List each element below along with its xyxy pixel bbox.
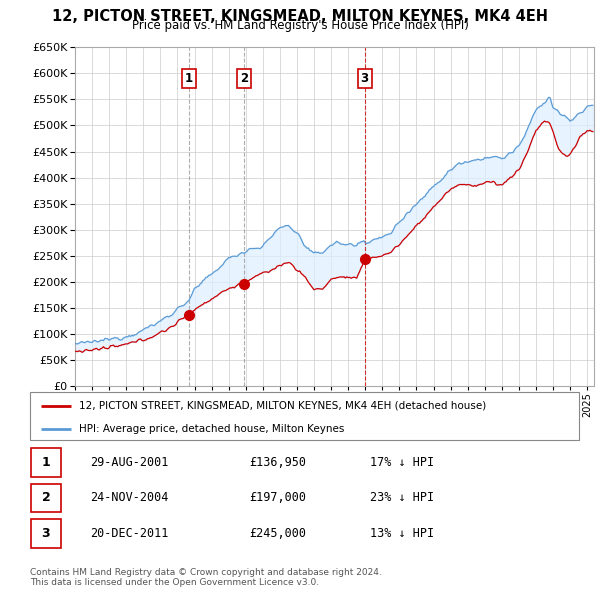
Text: 3: 3 <box>41 527 50 540</box>
Text: 2: 2 <box>240 72 248 85</box>
Text: 1: 1 <box>41 456 50 469</box>
Text: Price paid vs. HM Land Registry's House Price Index (HPI): Price paid vs. HM Land Registry's House … <box>131 19 469 32</box>
Text: 13% ↓ HPI: 13% ↓ HPI <box>370 527 434 540</box>
FancyBboxPatch shape <box>31 448 61 477</box>
Text: 12, PICTON STREET, KINGSMEAD, MILTON KEYNES, MK4 4EH: 12, PICTON STREET, KINGSMEAD, MILTON KEY… <box>52 9 548 24</box>
Text: 23% ↓ HPI: 23% ↓ HPI <box>370 491 434 504</box>
FancyBboxPatch shape <box>30 392 579 440</box>
Text: 2: 2 <box>41 491 50 504</box>
Text: 20-DEC-2011: 20-DEC-2011 <box>91 527 169 540</box>
Text: 24-NOV-2004: 24-NOV-2004 <box>91 491 169 504</box>
FancyBboxPatch shape <box>31 484 61 512</box>
Text: £197,000: £197,000 <box>250 491 307 504</box>
Text: 3: 3 <box>361 72 369 85</box>
Text: 29-AUG-2001: 29-AUG-2001 <box>91 456 169 469</box>
Text: 1: 1 <box>185 72 193 85</box>
Text: £245,000: £245,000 <box>250 527 307 540</box>
Text: 17% ↓ HPI: 17% ↓ HPI <box>370 456 434 469</box>
Text: Contains HM Land Registry data © Crown copyright and database right 2024.
This d: Contains HM Land Registry data © Crown c… <box>30 568 382 587</box>
FancyBboxPatch shape <box>31 519 61 548</box>
Text: £136,950: £136,950 <box>250 456 307 469</box>
Text: HPI: Average price, detached house, Milton Keynes: HPI: Average price, detached house, Milt… <box>79 424 345 434</box>
Text: 12, PICTON STREET, KINGSMEAD, MILTON KEYNES, MK4 4EH (detached house): 12, PICTON STREET, KINGSMEAD, MILTON KEY… <box>79 401 487 411</box>
